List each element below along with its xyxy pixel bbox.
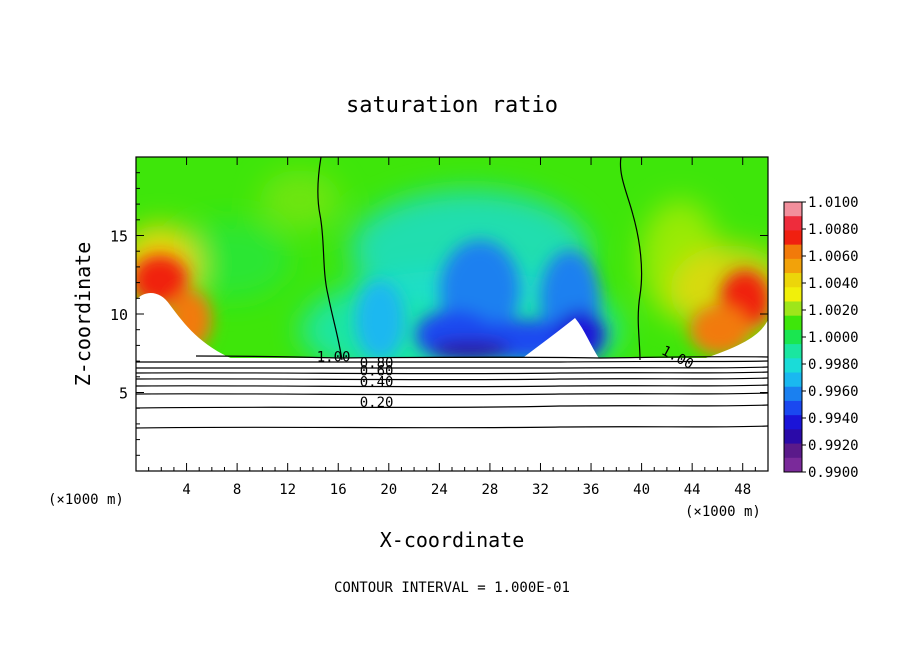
colorbar-swatch [784, 273, 802, 288]
colorbar-label: 0.9960 [808, 384, 859, 400]
colorbar-label: 1.0080 [808, 222, 859, 238]
x-axis: 4 8 12 16 20 24 28 32 36 40 44 48 [148, 157, 756, 498]
colorbar-label: 1.0040 [808, 276, 859, 292]
colorbar-swatch [784, 400, 802, 416]
contour-0-50 [136, 377, 768, 381]
x-tick-label: 12 [279, 482, 296, 498]
colorbar-swatch [784, 386, 802, 402]
x-unit-right: (×1000 m) [685, 504, 761, 520]
contour-0-40 [136, 384, 768, 388]
colorbar-swatch [784, 358, 802, 374]
x-axis-label: X-coordinate [380, 528, 525, 552]
contour-0-70 [136, 366, 768, 369]
x-tick-label: 48 [734, 482, 751, 498]
x-tick-label: 24 [431, 482, 448, 498]
saturation-field [136, 157, 768, 471]
colorbar-swatch [784, 258, 802, 274]
x-tick-label: 20 [380, 482, 397, 498]
colorbar-swatch [784, 429, 802, 445]
colorbar-label: 1.0020 [808, 303, 859, 319]
contour-0-20 [136, 404, 768, 409]
contour-0-30 [136, 392, 768, 396]
colorbar-label: 0.9940 [808, 411, 859, 427]
colorbar-swatch [784, 244, 802, 260]
y-tick-label: 5 [119, 385, 128, 403]
contour-interval-footer: CONTOUR INTERVAL = 1.000E-01 [334, 580, 570, 596]
colorbar-label: 0.9980 [808, 357, 859, 373]
colorbar-swatch [784, 315, 802, 331]
y-tick-label: 10 [110, 306, 128, 324]
colorbar-label: 0.9900 [808, 465, 859, 481]
contour-0-10 [136, 425, 768, 429]
x-tick-label: 4 [182, 482, 190, 498]
x-tick-label: 40 [633, 482, 650, 498]
y-axis-label: Z-coordinate [71, 242, 95, 387]
colorbar-swatch [784, 372, 802, 388]
contour-label: 0.60 [360, 364, 394, 380]
colorbar-swatch [784, 329, 802, 345]
colorbar-label: 0.9920 [808, 438, 859, 454]
x-tick-label: 32 [532, 482, 549, 498]
contour-0-60 [136, 371, 768, 375]
colorbar-label: 1.0060 [808, 249, 859, 265]
colorbar-swatch [784, 443, 802, 459]
contour-1-00-base [195, 355, 768, 359]
colorbar: 1.0100 1.0080 1.0060 1.0040 1.0020 1.0000 0.99… [783, 195, 859, 481]
y-axis: 5 10 15 [110, 172, 768, 456]
x-tick-label: 36 [583, 482, 600, 498]
colorbar-swatch [784, 287, 802, 302]
contour-label: 0.80 [360, 356, 394, 372]
colorbar-swatch [784, 301, 802, 317]
contour-label-group: 1.00 1.000.800.600.400.20 [317, 343, 696, 411]
colorbar-swatch [784, 344, 802, 359]
contour-0-80 [136, 360, 768, 363]
x-tick-label: 44 [684, 482, 701, 498]
x-unit-left: (×1000 m) [48, 492, 124, 508]
colorbar-swatch [784, 230, 802, 246]
colorbar-swatch [784, 216, 802, 231]
colorbar-swatch [784, 415, 802, 430]
x-tick-label: 8 [233, 482, 241, 498]
x-tick-label: 28 [481, 482, 498, 498]
y-tick-label: 15 [110, 228, 128, 246]
colorbar-swatch [784, 202, 802, 217]
contour-label: 1.00 [317, 349, 351, 365]
colorbar-label: 1.0100 [808, 195, 859, 211]
colorbar-label: 1.0000 [808, 330, 859, 346]
chart-title: saturation ratio [346, 93, 558, 118]
contour-label: 0.40 [360, 375, 394, 391]
colorbar-swatch [784, 457, 802, 473]
contour-label: 0.20 [360, 395, 394, 411]
contour-1-00-left [317, 157, 343, 361]
contour-lines [136, 157, 768, 429]
x-tick-label: 16 [330, 482, 347, 498]
contour-1-00-right [619, 157, 643, 361]
